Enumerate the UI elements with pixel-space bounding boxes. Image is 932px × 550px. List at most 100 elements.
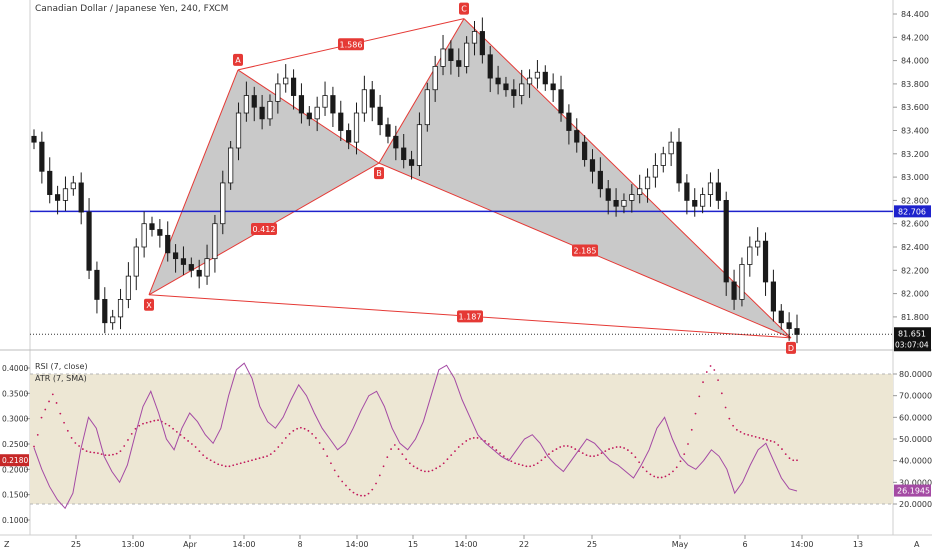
atr-point	[502, 455, 505, 458]
atr-point	[194, 446, 197, 448]
candle-body	[526, 77, 533, 85]
atr-point	[382, 465, 385, 468]
atr-point	[81, 448, 84, 450]
candle-body	[110, 316, 116, 324]
atr-point	[431, 469, 434, 472]
candle-body	[361, 89, 367, 114]
atr-point	[224, 465, 227, 468]
candle-body	[196, 269, 202, 277]
atr-point	[630, 452, 633, 455]
rsi-value-label: 26.1945	[897, 487, 930, 496]
pattern-point-a	[233, 53, 243, 66]
candle-body	[582, 141, 588, 161]
atr-point	[318, 442, 321, 444]
candle-body	[70, 182, 76, 190]
atr-point	[446, 458, 449, 461]
candle-body	[707, 182, 714, 195]
atr-point	[348, 488, 351, 491]
atr-indicator-label[interactable]: ATR (7, SMA)	[35, 374, 87, 383]
atr-point	[735, 428, 738, 431]
atr-point	[611, 447, 614, 449]
atr-point	[487, 443, 490, 445]
candle-body	[401, 147, 407, 161]
candle-body	[94, 269, 100, 300]
atr-point	[209, 459, 212, 462]
rsi-indicator-label[interactable]: RSI (7, close)	[35, 362, 88, 371]
atr-point	[555, 448, 558, 450]
atr-point	[48, 400, 50, 403]
atr-point	[544, 456, 547, 459]
atr-point	[566, 445, 569, 447]
time-tick-label: 25	[587, 540, 597, 549]
atr-point	[581, 452, 584, 455]
atr-point	[694, 412, 697, 415]
candle-body	[235, 112, 242, 149]
atr-point	[183, 437, 186, 439]
candle-body	[314, 106, 320, 120]
atr-point	[63, 421, 65, 424]
atr-point	[499, 452, 501, 455]
candle-body	[86, 211, 92, 271]
time-tick-label: 13	[853, 540, 863, 549]
candle-body	[204, 258, 210, 277]
candle-body	[448, 48, 454, 62]
atr-point	[675, 466, 678, 469]
candle-body	[660, 153, 666, 166]
price-tick-label: 82.600	[901, 220, 929, 229]
atr-point	[70, 437, 73, 439]
candle-body	[290, 77, 297, 96]
ratio-badge	[457, 310, 483, 323]
atr-point	[750, 434, 753, 437]
atr-point	[345, 484, 347, 487]
atr-point	[664, 475, 667, 478]
candle-body	[39, 141, 45, 172]
candle-body	[259, 106, 265, 120]
atr-point	[559, 446, 562, 448]
atr-point	[356, 493, 359, 496]
candle-body	[479, 31, 485, 56]
atr-point	[142, 422, 144, 425]
atr-point	[484, 440, 486, 442]
time-tick-label: 25	[71, 540, 81, 549]
price-tick-label: 82.200	[901, 266, 929, 275]
atr-point	[683, 453, 686, 456]
atr-point	[202, 454, 205, 457]
candle-body	[519, 83, 525, 96]
atr-value-badge	[0, 454, 29, 467]
candle-body	[574, 130, 580, 143]
atr-point	[427, 470, 430, 473]
pattern-point-label: B	[376, 169, 382, 178]
atr-point	[303, 427, 306, 430]
atr-point	[239, 462, 242, 465]
candle-body	[629, 194, 635, 201]
atr-point	[461, 443, 464, 445]
time-tick-label: 14:00	[345, 540, 368, 549]
axis-corner-left: Z	[4, 540, 10, 549]
atr-point	[634, 456, 637, 459]
candle-body	[369, 89, 375, 108]
atr-point	[690, 428, 693, 431]
candle-body	[558, 89, 564, 114]
time-tick-label: Apr	[183, 540, 198, 549]
time-tick-label: 14:00	[790, 540, 813, 549]
atr-point	[59, 412, 62, 415]
atr-point	[777, 444, 780, 446]
candle-body	[613, 199, 619, 207]
candle-body	[346, 130, 352, 143]
atr-point	[720, 392, 723, 395]
atr-point	[450, 454, 453, 457]
atr-point	[93, 451, 96, 454]
atr-point	[687, 443, 689, 445]
atr-point	[709, 365, 712, 367]
atr-point	[352, 491, 355, 494]
atr-point	[454, 450, 456, 452]
candle-body	[794, 328, 800, 335]
atr-point	[119, 450, 122, 452]
atr-point	[563, 445, 565, 447]
atr-tick-label: 0.3000	[2, 415, 28, 424]
atr-point	[743, 432, 746, 435]
atr-point	[796, 459, 798, 462]
price-tick-label: 83.400	[901, 127, 929, 136]
atr-point	[495, 449, 498, 451]
